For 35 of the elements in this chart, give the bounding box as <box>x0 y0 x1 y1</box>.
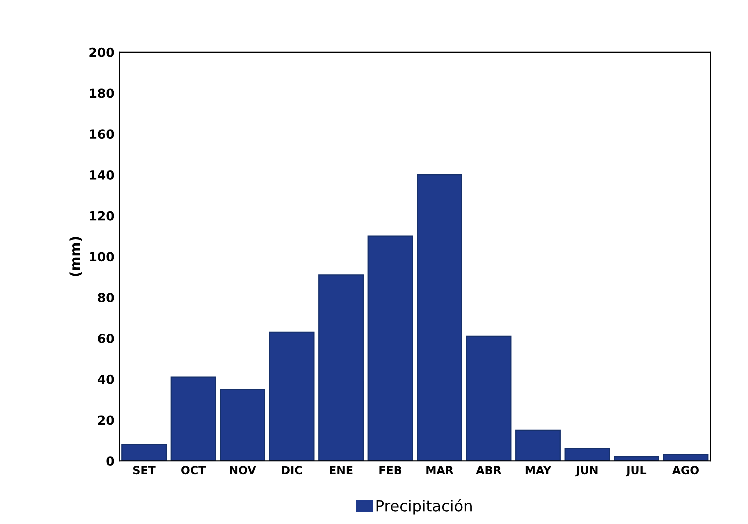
bar <box>220 389 266 462</box>
x-tick-label: JUN <box>576 466 598 477</box>
y-tick-label: 20 <box>98 416 114 426</box>
x-tick-label: FEB <box>380 466 402 474</box>
bar <box>466 336 512 462</box>
x-tick-label: MAR <box>426 466 454 474</box>
bar <box>564 448 610 462</box>
x-tick-label: ABR <box>476 466 502 474</box>
bar <box>170 376 216 462</box>
y-tick-label: 120 <box>90 211 114 221</box>
bar <box>516 430 561 462</box>
y-tick-label: 40 <box>98 374 114 384</box>
bar <box>269 332 315 462</box>
x-tick-label: NOV <box>230 466 256 475</box>
y-tick-label: 140 <box>90 170 114 180</box>
x-tick-label: DIC <box>282 466 302 475</box>
legend-label: Precipitación <box>376 499 472 515</box>
y-tick-label: 100 <box>90 252 114 262</box>
x-tick-label: ENE <box>330 466 353 474</box>
y-tick-label: 180 <box>90 88 114 98</box>
x-tick-label: MAY <box>526 466 552 474</box>
y-tick-label: 80 <box>98 293 114 303</box>
x-tick-label: AGO <box>672 466 699 475</box>
bar <box>318 274 364 462</box>
bar <box>122 444 168 462</box>
y-tick-label: 60 <box>98 334 114 344</box>
x-tick-label: OCT <box>182 466 206 475</box>
y-tick-label: 160 <box>90 130 114 140</box>
y-axis-title: (mm) <box>70 237 82 276</box>
x-tick-label: SET <box>134 466 156 475</box>
bar <box>368 236 414 462</box>
bar <box>417 174 462 462</box>
x-tick-label: JUL <box>626 466 647 477</box>
y-tick-label: 200 <box>90 48 114 58</box>
y-tick-label: 0 <box>106 456 114 466</box>
